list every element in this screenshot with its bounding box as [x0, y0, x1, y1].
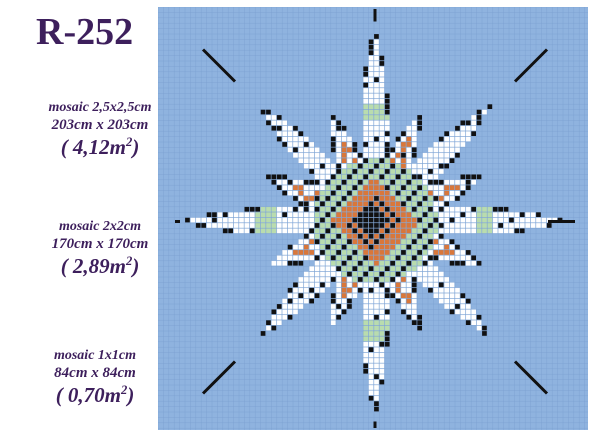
mosaic-label: mosaic [53, 348, 95, 363]
spec-block-small: mosaic 1x1cm 84cm x 84cm ( 0,70m2) [30, 348, 160, 408]
point-extensions [175, 9, 575, 428]
tile-grid [158, 7, 588, 430]
mosaic-size: 1x1cm [97, 348, 137, 363]
dimensions: 203cm x 203cm [51, 117, 149, 133]
area: ( 2,89m2) [60, 254, 140, 278]
mosaic-artwork [158, 7, 588, 430]
product-code: R-252 [36, 11, 134, 53]
area: ( 0,70m2) [55, 383, 135, 407]
spec-block-medium: mosaic 2x2cm 170cm x 170cm ( 2,89m2) [30, 219, 170, 279]
mosaic-size: 2,5x2,5cm [92, 100, 152, 115]
mosaic-label: mosaic [48, 100, 89, 115]
mosaic-label: mosaic [58, 219, 100, 234]
mosaic-size: 2x2cm [102, 219, 142, 234]
dimensions: 84cm x 84cm [54, 365, 136, 381]
dimensions: 170cm x 170cm [51, 236, 149, 252]
area: ( 4,12m2) [60, 135, 140, 159]
spec-block-large: mosaic 2,5x2,5cm 203cm x 203cm ( 4,12m2) [30, 100, 170, 160]
mosaic-tiles [185, 34, 563, 412]
